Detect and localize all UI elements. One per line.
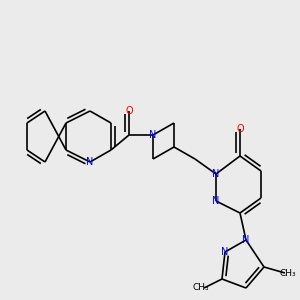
Text: CH₃: CH₃ — [193, 284, 209, 292]
Text: CH₃: CH₃ — [280, 268, 296, 278]
Text: N: N — [149, 130, 157, 140]
Text: O: O — [236, 124, 244, 134]
Text: N: N — [242, 235, 250, 245]
Text: N: N — [212, 196, 220, 206]
Text: N: N — [221, 247, 229, 257]
Text: N: N — [212, 169, 220, 179]
Text: N: N — [86, 157, 94, 167]
Text: O: O — [125, 106, 133, 116]
